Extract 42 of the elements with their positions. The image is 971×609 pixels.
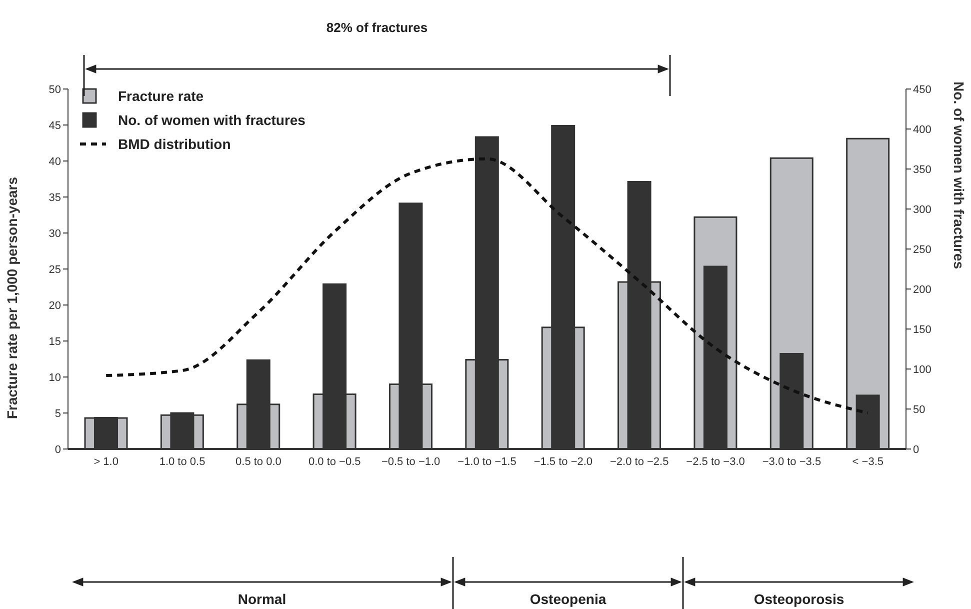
text: Osteopenia: [530, 591, 606, 607]
y2-tick-label: 0: [913, 444, 920, 456]
text: 82% of fractures: [326, 20, 428, 35]
y-tick-label: 30: [48, 228, 61, 240]
y2-tick-label: 400: [913, 124, 932, 136]
x-tick-label: −0.5 to −1.0: [381, 456, 440, 468]
text: Normal: [238, 591, 286, 607]
legend-label: No. of women with fractures: [118, 112, 306, 128]
y2-tick-label: 350: [913, 164, 932, 176]
y2-tick-label: 300: [913, 204, 932, 216]
y-tick-label: 5: [54, 408, 61, 420]
x-tick-label: 0.5 to 0.0: [236, 456, 282, 468]
y-tick-label: 50: [48, 84, 61, 96]
y2-tick-label: 50: [913, 404, 926, 416]
y2-tick-label: 150: [913, 324, 932, 336]
y-tick-label: 40: [48, 156, 61, 168]
text: Osteoporosis: [754, 591, 844, 607]
y-tick-label: 20: [48, 300, 61, 312]
y-tick-label: 25: [48, 264, 61, 276]
x-tick-label: −2.0 to −2.5: [610, 456, 669, 468]
y2-tick-label: 450: [913, 84, 932, 96]
x-tick-label: 0.0 to −0.5: [308, 456, 361, 468]
y2-axis-title: No. of women with fractures: [951, 82, 968, 270]
x-tick-label: > 1.0: [94, 456, 118, 468]
y2-tick-label: 100: [913, 364, 932, 376]
line-series: [104, 157, 870, 414]
x-tick-label: −2.5 to −3.0: [686, 456, 745, 468]
x-tick-label: < −3.5: [852, 456, 884, 468]
x-tick-label: −1.0 to −1.5: [458, 456, 516, 468]
y-tick-label: 15: [48, 336, 61, 348]
y-tick-label: 10: [48, 372, 61, 384]
y-tick-label: 35: [48, 192, 61, 204]
y2-tick-label: 250: [913, 244, 932, 256]
y2-tick-label: 200: [913, 284, 932, 296]
x-tick-label: −1.5 to −2.0: [534, 456, 593, 468]
y-axis-title: Fracture rate per 1,000 person-years: [4, 176, 20, 419]
y-tick-label: 45: [48, 120, 61, 132]
x-tick-label: 1.0 to 0.5: [159, 456, 206, 468]
y-tick-label: 0: [54, 444, 61, 456]
legend-label: Fracture rate: [118, 88, 204, 104]
legend-label: BMD distribution: [118, 136, 231, 152]
x-tick-label: −3.0 to −3.5: [762, 456, 822, 468]
